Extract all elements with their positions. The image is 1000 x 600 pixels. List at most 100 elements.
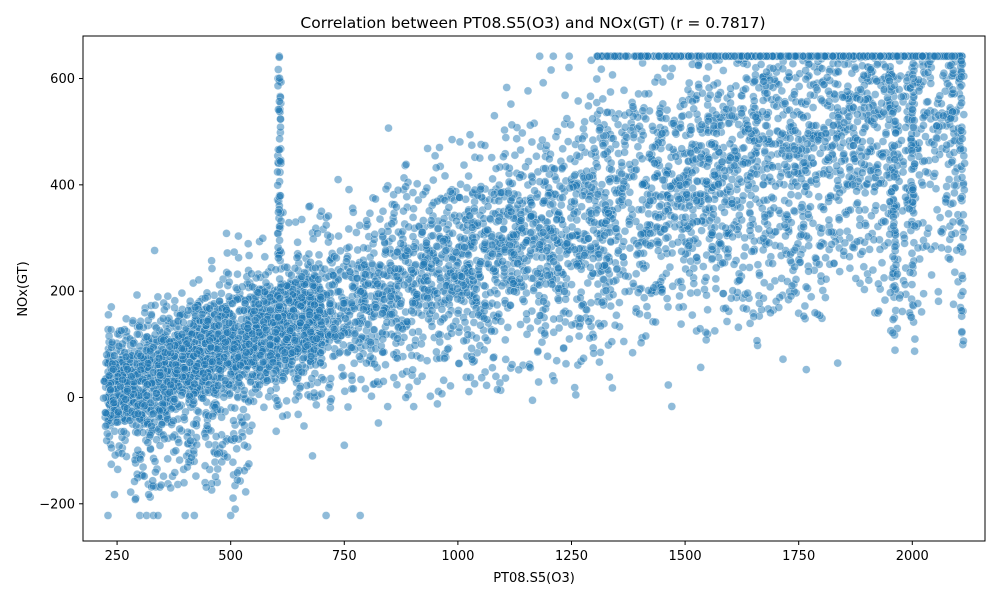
data-point [499, 264, 509, 273]
data-point [778, 354, 788, 364]
data-point [619, 86, 629, 95]
data-point [588, 254, 598, 263]
data-point [334, 231, 343, 241]
data-point [580, 117, 589, 127]
data-point [786, 190, 796, 199]
data-point [460, 234, 469, 243]
data-point [407, 351, 417, 360]
data-point [552, 356, 561, 365]
data-point [801, 282, 811, 292]
data-point [620, 148, 629, 157]
data-point [677, 283, 687, 292]
data-point [591, 208, 601, 218]
data-point [740, 233, 749, 243]
data-point [440, 171, 450, 181]
data-point [436, 317, 445, 327]
data-point [586, 242, 595, 252]
data-point [919, 121, 928, 130]
data-point [304, 202, 314, 211]
data-point [367, 259, 377, 269]
data-point [858, 61, 867, 70]
data-point [534, 377, 543, 387]
data-point [631, 269, 641, 279]
data-point [576, 314, 585, 324]
data-point [543, 271, 552, 280]
data-point [538, 78, 548, 88]
data-point [497, 281, 507, 291]
data-point [170, 296, 180, 305]
data-point [665, 143, 674, 152]
data-point [583, 234, 593, 243]
data-point [859, 71, 868, 80]
data-point [710, 326, 720, 336]
data-point [467, 140, 477, 150]
data-point [555, 181, 565, 191]
data-point [132, 290, 142, 300]
data-point [577, 202, 586, 211]
data-point [945, 61, 955, 70]
data-point [527, 137, 537, 147]
data-point [789, 206, 799, 216]
data-point [844, 172, 854, 182]
data-point [611, 224, 621, 233]
data-point [833, 358, 842, 368]
data-point [324, 383, 334, 392]
data-point [692, 253, 701, 262]
data-point [558, 193, 567, 202]
data-point [423, 293, 432, 303]
data-point [760, 146, 770, 156]
data-point [930, 169, 940, 178]
data-point [539, 196, 549, 206]
data-point [561, 359, 571, 369]
data-point [278, 412, 287, 421]
data-point [432, 241, 441, 251]
data-point [728, 286, 738, 295]
data-point [776, 172, 785, 181]
data-point [553, 294, 563, 304]
data-point [620, 287, 630, 296]
data-point [747, 150, 756, 160]
data-point [493, 385, 502, 394]
data-point [599, 275, 608, 284]
data-point [396, 299, 406, 308]
data-point [636, 338, 646, 348]
data-point [577, 143, 586, 152]
data-point [665, 182, 675, 191]
data-point [371, 303, 381, 312]
data-point [738, 191, 748, 201]
data-point [509, 230, 518, 240]
data-point [645, 241, 655, 250]
data-point [607, 337, 617, 346]
data-point [845, 252, 854, 261]
data-point [575, 322, 584, 331]
data-point [504, 188, 513, 198]
data-point [784, 198, 794, 208]
data-point [293, 238, 302, 247]
data-point [502, 83, 511, 92]
data-point [797, 202, 806, 212]
data-point [719, 289, 728, 298]
data-point [480, 333, 490, 343]
data-point [771, 181, 780, 191]
data-point [532, 152, 541, 161]
data-point [711, 284, 721, 293]
data-point [824, 153, 833, 163]
data-point [344, 224, 354, 234]
data-point [942, 182, 951, 191]
data-point [352, 228, 361, 237]
data-point [686, 148, 696, 158]
data-point [344, 242, 354, 252]
data-point [845, 165, 855, 174]
data-point [500, 125, 509, 135]
data-point [419, 260, 428, 269]
data-point [724, 119, 733, 128]
data-point [657, 287, 667, 297]
data-point [549, 314, 558, 324]
data-point [584, 101, 593, 111]
data-point [648, 122, 657, 131]
data-point [378, 207, 388, 216]
data-point [393, 185, 403, 195]
data-point [392, 380, 402, 389]
data-point [603, 108, 612, 117]
data-point [486, 288, 495, 297]
